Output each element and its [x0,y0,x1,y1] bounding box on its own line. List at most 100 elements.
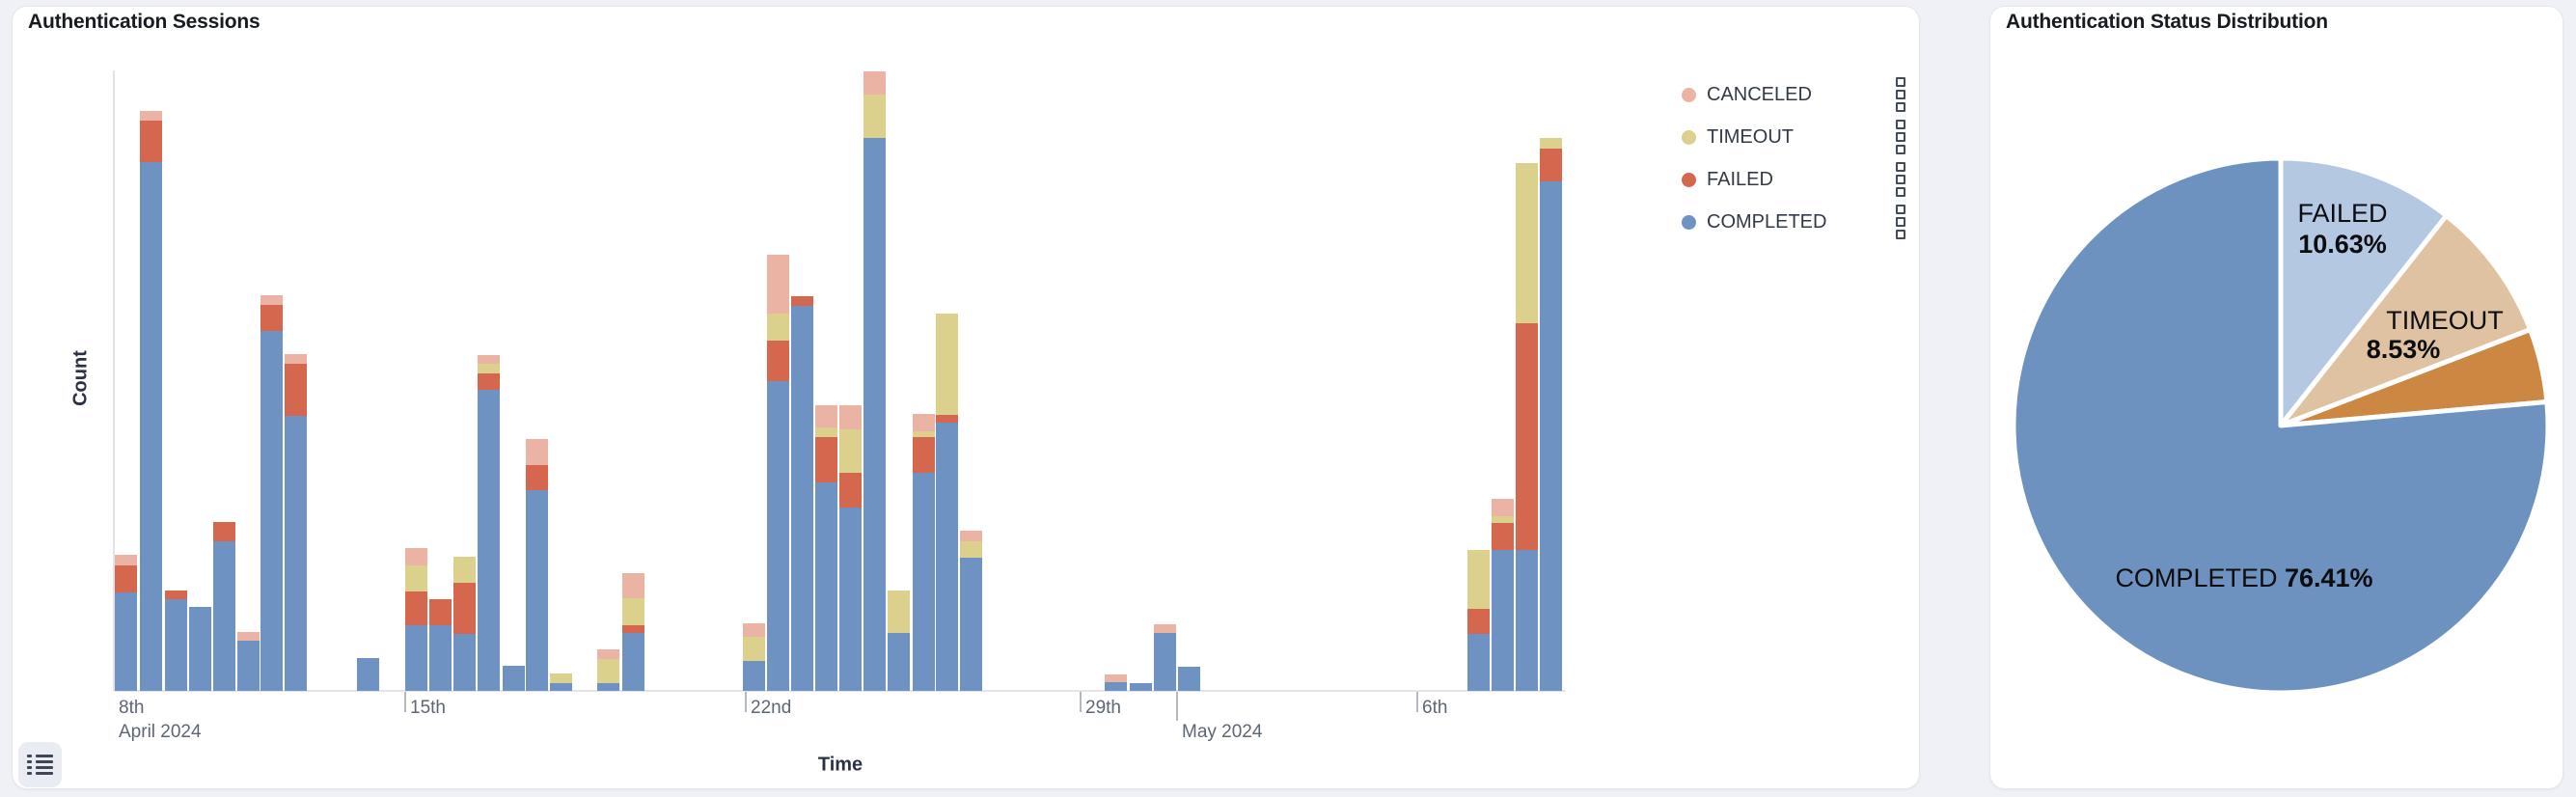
bar-segment-failed [453,583,476,634]
bar-segment-timeout [550,673,572,683]
bar-segment-completed [1516,550,1538,691]
sessions-bar-chart: 8th April 2024 15th 22nd 29th May 2024 6th [113,70,1566,742]
bar-segment-completed [960,558,982,691]
bar-segment-failed [478,373,500,390]
x-tick-label: 29th [1085,698,1121,718]
bar-segment-completed [863,138,886,691]
x-tick-label: 6th [1422,698,1447,718]
bar-segment-completed [357,658,379,691]
bar-segment-failed [140,121,162,162]
bar-segment-canceled [863,71,886,95]
bar-apr-29-pm [1105,674,1127,691]
pie-slice-failed [2278,155,2450,428]
bar-segment-timeout [1540,138,1562,149]
legend-item-failed[interactable]: FAILED [1682,158,1906,201]
bar-may-7-pm [1492,499,1514,691]
bar-segment-completed [1467,634,1490,691]
bar-segment-timeout [960,541,982,558]
pie-slice-timeout [2278,213,2534,428]
bar-apr-23-am [791,296,813,691]
legend-item-timeout[interactable]: TIMEOUT [1682,116,1906,158]
bar-segment-canceled [743,623,765,637]
pie-label-timeout: TIMEOUT [2386,306,2504,335]
bar-may-7-am [1467,550,1490,691]
bar-apr-25-am [888,591,910,691]
bar-apr-25-pm [913,414,935,691]
bar-segment-canceled [1105,674,1127,682]
bar-segment-timeout [767,314,789,341]
bar-segment-completed [405,625,427,691]
legend-toggle-button[interactable] [18,742,62,787]
bar-segment-failed [1540,149,1562,181]
bar-segment-timeout [1492,516,1514,523]
bar-apr-12-am [260,295,283,691]
legend: CANCELED TIMEOUT FAILED COMPLETED [1682,73,1906,243]
bar-segment-failed [622,625,644,633]
sessions-card: Authentication Sessions 8th April 2024 15t… [12,6,1920,789]
bar-apr-30-am [1130,683,1152,691]
bar-apr-17-pm [526,439,548,691]
drag-grip-icon[interactable] [1895,161,1906,198]
bar-segment-canceled [622,573,644,598]
bar-segment-canceled [815,405,837,427]
bar-segment-completed [622,633,644,691]
bar-may-8-am [1516,163,1538,691]
bar-apr-16-am [453,557,476,691]
bar-apr-11-am [213,522,235,691]
bar-apr-24-am [839,405,862,691]
bar-segment-canceled [767,255,789,314]
drag-grip-icon[interactable] [1895,76,1906,113]
bar-segment-failed [165,591,187,599]
bar-apr-17-am [503,666,525,691]
bar-segment-completed [743,661,765,691]
bar-segment-completed [597,683,619,691]
distribution-card: Authentication Status Distribution FAILE… [1989,6,2563,789]
bar-segment-timeout [597,659,619,683]
bar-apr-16-pm [478,355,500,691]
bar-apr-30-pm [1154,624,1176,691]
bar-segment-completed [1154,633,1176,691]
bar-segment-completed [165,599,187,691]
legend-item-completed[interactable]: COMPLETED [1682,201,1906,243]
bar-segment-canceled [478,355,500,364]
bar-segment-completed [189,607,211,691]
x-tick-label: 15th [410,698,446,718]
drag-grip-icon[interactable] [1895,204,1906,240]
drag-grip-icon[interactable] [1895,119,1906,155]
x-tick-label: 22nd [751,698,791,718]
bar-segment-canceled [285,354,307,364]
bar-segment-completed [503,666,525,691]
bar-apr-23-pm [815,405,837,691]
bar-segment-completed [815,482,837,691]
bar-segment-failed [767,341,789,381]
bar-apr-11-pm [237,632,260,691]
bar-segment-canceled [597,649,619,659]
bar-segment-failed [815,437,837,482]
bar-segment-completed [1540,181,1562,691]
bar-segment-failed [213,522,235,541]
bar-segment-timeout [815,427,837,437]
bar-segment-timeout [839,429,862,473]
bar-segment-canceled [913,414,935,431]
y-axis-title: Count [69,350,92,406]
bar-apr-22-pm [767,255,789,691]
bar-segment-canceled [115,555,137,565]
legend-dot-canceled [1682,87,1696,102]
bar-segment-completed [913,473,935,691]
bar-segment-failed [791,296,813,306]
bar-segment-failed [1492,523,1514,550]
pie-label-completed: COMPLETED 76.41% [2115,563,2372,592]
bar-segment-completed [1105,682,1127,691]
legend-item-canceled[interactable]: CANCELED [1682,73,1906,116]
bar-segment-completed [115,592,137,691]
bar-apr-9-am [115,555,137,691]
bar-apr-19-am [597,649,619,691]
bar-segment-failed [115,565,137,592]
bar-segment-failed [260,305,283,331]
bar-segment-canceled [1154,624,1176,633]
bar-segment-timeout [913,431,935,437]
bar-segment-failed [429,599,452,625]
bar-segment-canceled [960,531,982,541]
